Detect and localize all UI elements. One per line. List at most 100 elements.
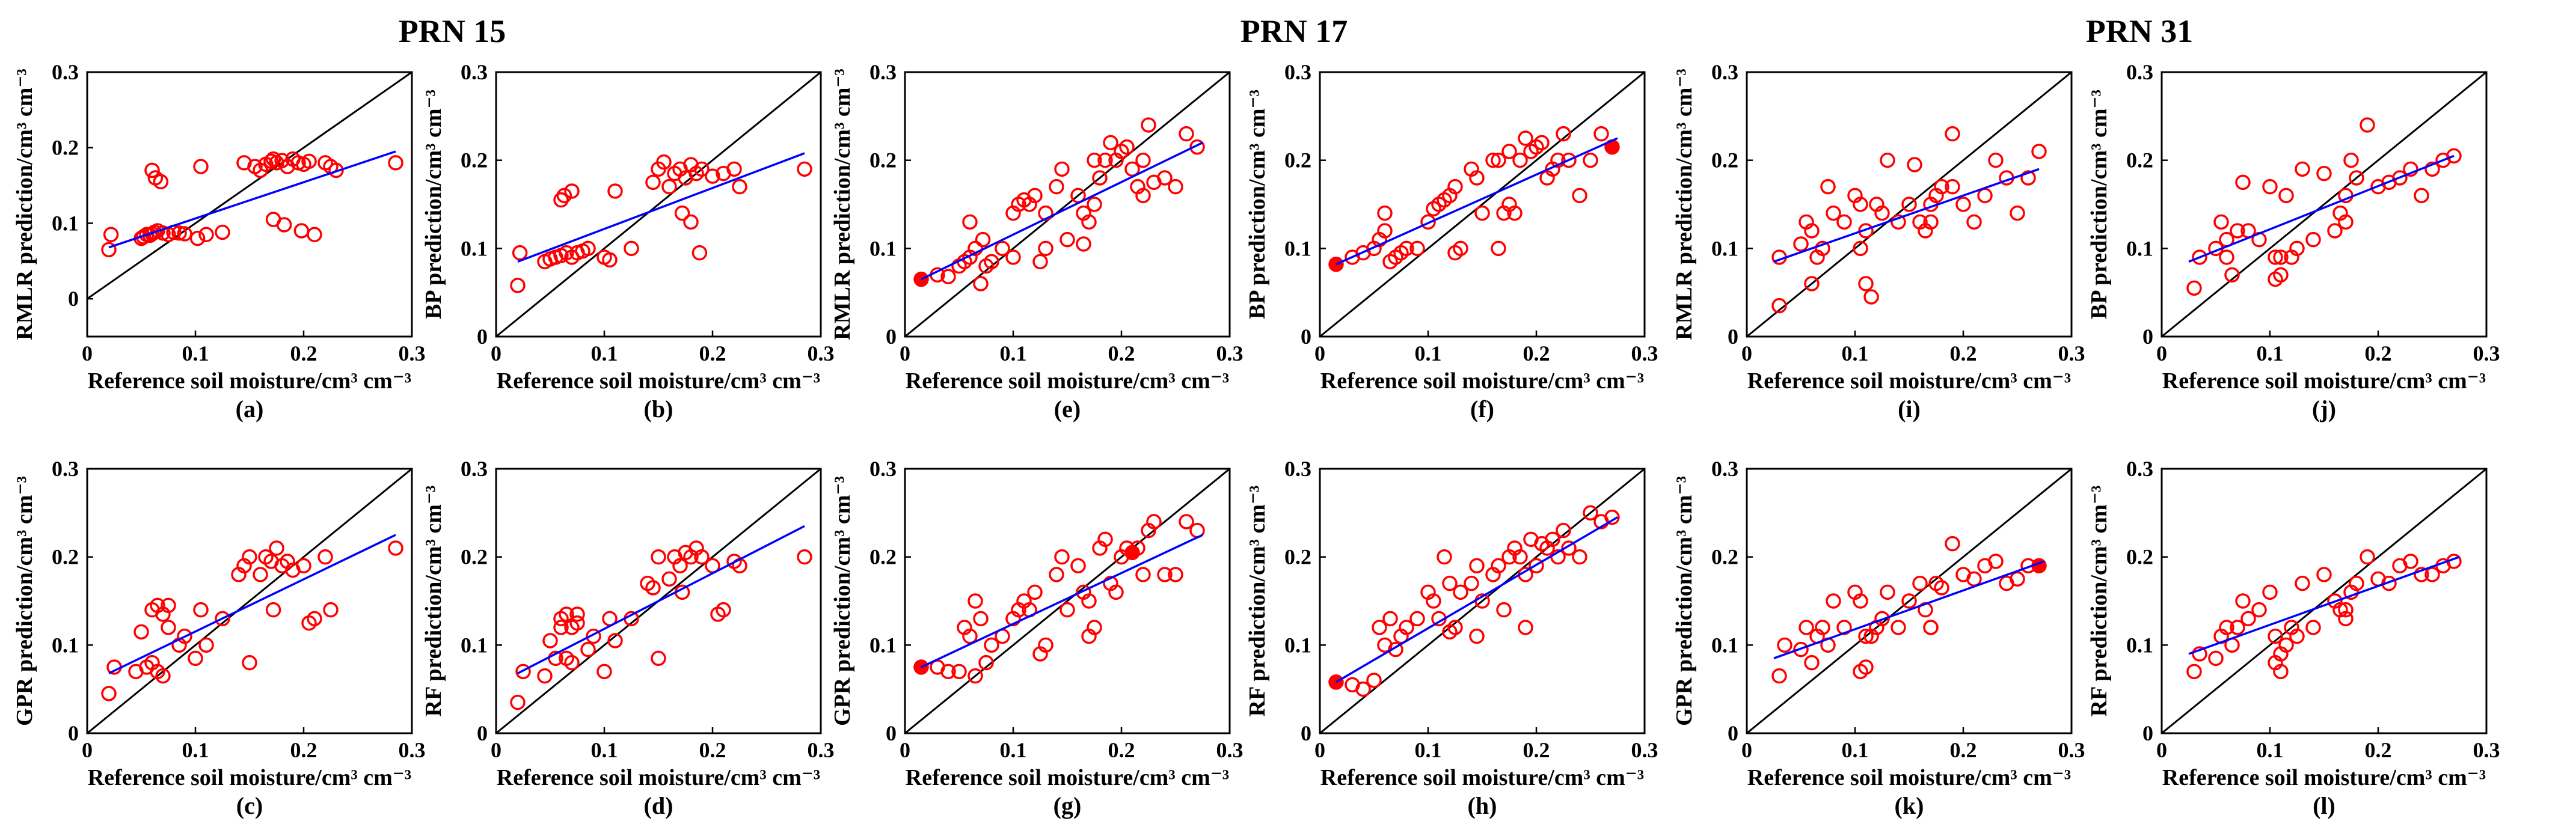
data-point-i-19 bbox=[1907, 157, 1922, 172]
identity-line-a bbox=[87, 72, 412, 300]
data-point-j-28 bbox=[2403, 161, 2418, 177]
data-point-b-31 bbox=[732, 178, 747, 195]
y-tick-label-f-2: 0.2 bbox=[1284, 148, 1311, 172]
x-tick-label-a-3: 0.3 bbox=[399, 341, 426, 365]
data-point-i-0 bbox=[1771, 298, 1787, 314]
panel-label-e: (e) bbox=[1054, 395, 1081, 423]
fit-line-g bbox=[921, 534, 1203, 668]
data-point-j-19 bbox=[2327, 223, 2343, 239]
data-point-j-3 bbox=[2213, 214, 2229, 230]
x-axis-label-k: Reference soil moisture/cm³ cm⁻³ bbox=[1747, 765, 2071, 790]
panel-a: 0 0.1 0.2 0.3 0 0.1 0.2 0.3 Reference soil moist… bbox=[12, 60, 426, 423]
data-point-l-28 bbox=[2403, 554, 2418, 569]
fit-line-f bbox=[1336, 137, 1618, 266]
data-point-i-6 bbox=[1815, 240, 1830, 257]
data-point-f-31 bbox=[1534, 135, 1550, 151]
x-axis-label-c: Reference soil moisture/cm³ cm⁻³ bbox=[88, 765, 411, 790]
axes-frame-b bbox=[495, 71, 822, 338]
y-tick-label-b-2: 0.2 bbox=[461, 148, 488, 172]
data-point-f-25 bbox=[1501, 144, 1517, 159]
data-point-a-13 bbox=[177, 226, 192, 242]
data-point-l-2 bbox=[2208, 650, 2224, 667]
data-point-l-0 bbox=[2186, 664, 2202, 680]
x-tick-label-g-3: 0.3 bbox=[1216, 738, 1244, 762]
data-point-c-36 bbox=[307, 611, 322, 627]
data-point-e-20 bbox=[1054, 161, 1070, 177]
panel-label-b: (b) bbox=[644, 395, 673, 423]
x-tick-label-b-0: 0 bbox=[491, 341, 501, 365]
fit-line-c bbox=[108, 534, 396, 674]
y-axis-label-c: GPR prediction/cm³ cm⁻³ bbox=[12, 476, 37, 726]
data-point-k-31 bbox=[2010, 571, 2025, 587]
data-point-k-5 bbox=[1804, 654, 1820, 671]
data-point-f-21 bbox=[1474, 205, 1490, 221]
data-point-e-39 bbox=[1179, 126, 1194, 142]
data-point-d-12 bbox=[569, 606, 585, 622]
fit-line-j bbox=[2188, 154, 2455, 263]
x-tick-label-l-3: 0.3 bbox=[2473, 738, 2500, 762]
axes-frame-f bbox=[1319, 71, 1646, 338]
data-point-i-2 bbox=[1793, 236, 1809, 252]
axes-frame-e bbox=[904, 71, 1231, 338]
y-tick-label-e-3: 0.3 bbox=[869, 60, 897, 84]
x-tick-label-h-3: 0.3 bbox=[1631, 738, 1658, 762]
group-title-prn-17: PRN 17 bbox=[1240, 13, 1348, 49]
fit-line-i bbox=[1773, 168, 2040, 263]
x-tick-label-a-0: 0 bbox=[82, 341, 93, 365]
axes-frame-g bbox=[904, 468, 1231, 734]
data-point-c-33 bbox=[388, 540, 403, 556]
data-point-b-21 bbox=[661, 178, 677, 195]
data-point-d-24 bbox=[672, 558, 688, 574]
data-point-a-14 bbox=[144, 162, 160, 178]
data-point-i-24 bbox=[1934, 178, 1949, 195]
data-point-d-17 bbox=[607, 633, 623, 648]
data-point-h-14 bbox=[1437, 549, 1452, 565]
y-tick-label-l-0: 0 bbox=[2142, 721, 2153, 745]
x-tick-label-k-3: 0.3 bbox=[2058, 738, 2085, 762]
data-point-j-35 bbox=[2219, 249, 2234, 265]
data-point-h-42 bbox=[1518, 620, 1533, 635]
data-point-g-21 bbox=[1060, 602, 1075, 618]
data-point-l-4 bbox=[2219, 620, 2234, 635]
data-point-k-16 bbox=[1874, 611, 1890, 627]
x-axis-label-h: Reference soil moisture/cm³ cm⁻³ bbox=[1320, 765, 1644, 790]
data-point-l-30 bbox=[2424, 567, 2440, 582]
data-point-a-19 bbox=[189, 230, 206, 246]
data-point-i-27 bbox=[1966, 214, 1982, 230]
fit-line-l bbox=[2188, 556, 2460, 655]
data-point-l-35 bbox=[2338, 602, 2354, 618]
data-point-e-6 bbox=[968, 240, 983, 257]
data-point-e-21 bbox=[1060, 231, 1075, 248]
identity-line-l bbox=[2162, 469, 2486, 733]
data-point-i-25 bbox=[1945, 126, 1960, 142]
y-tick-label-f-1: 0.1 bbox=[1284, 236, 1311, 260]
data-point-d-3 bbox=[542, 633, 558, 648]
data-point-l-18 bbox=[2316, 567, 2332, 582]
data-point-l-15 bbox=[2289, 628, 2305, 644]
data-point-b-35 bbox=[692, 245, 708, 261]
y-tick-label-l-1: 0.1 bbox=[2126, 633, 2153, 657]
data-point-h-10 bbox=[1409, 611, 1425, 627]
data-point-g-8 bbox=[973, 611, 989, 627]
panel-h: 0 0.1 0.2 0.3 0 0.1 0.2 0.3 Reference soil moist… bbox=[1245, 457, 1658, 819]
data-point-c-35 bbox=[265, 602, 281, 618]
panel-label-i: (i) bbox=[1898, 395, 1921, 423]
y-tick-label-d-2: 0.2 bbox=[461, 545, 488, 569]
y-axis-label-h: RF prediction/cm³ cm⁻³ bbox=[1245, 486, 1270, 717]
data-point-a-26 bbox=[265, 151, 281, 167]
data-point-g-7 bbox=[968, 668, 983, 684]
data-point-f-23 bbox=[1491, 152, 1506, 168]
panel-i: 0 0.1 0.2 0.3 0 0.1 0.2 0.3 Reference soil moist… bbox=[1672, 60, 2085, 423]
x-tick-label-j-1: 0.1 bbox=[2257, 341, 2284, 365]
data-point-e-7 bbox=[973, 276, 989, 291]
data-point-b-10 bbox=[580, 240, 596, 257]
y-tick-label-i-2: 0.2 bbox=[1711, 148, 1738, 172]
x-tick-label-l-2: 0.2 bbox=[2365, 738, 2392, 762]
data-point-c-17 bbox=[198, 637, 214, 653]
data-point-i-11 bbox=[1853, 240, 1868, 257]
x-tick-label-e-1: 0.1 bbox=[1000, 341, 1027, 365]
data-point-h-19 bbox=[1469, 558, 1485, 574]
y-tick-label-b-0: 0 bbox=[477, 325, 488, 349]
x-tick-label-b-1: 0.1 bbox=[591, 341, 618, 365]
data-point-i-31 bbox=[2010, 205, 2025, 221]
